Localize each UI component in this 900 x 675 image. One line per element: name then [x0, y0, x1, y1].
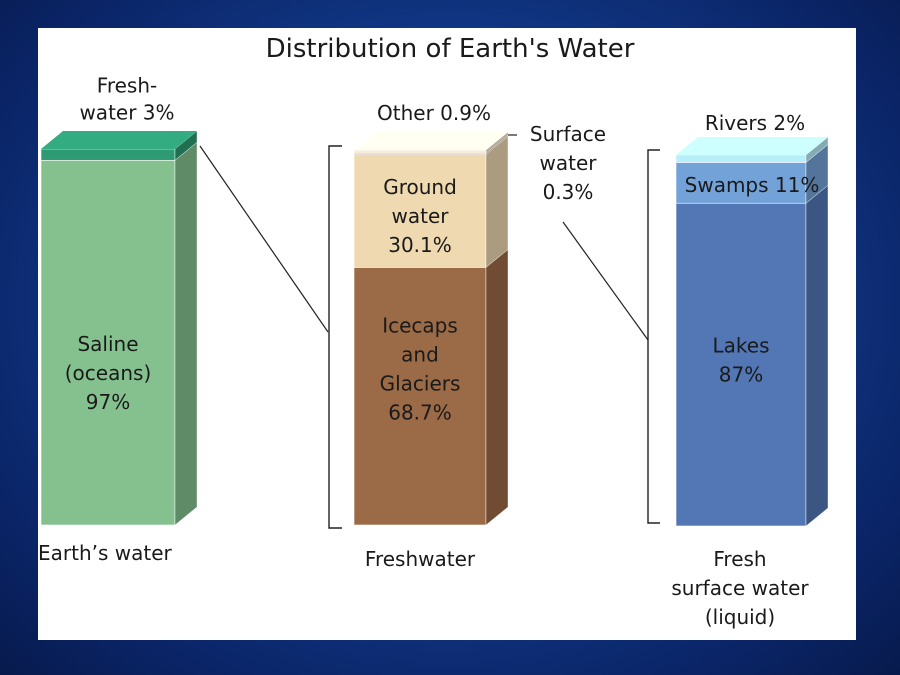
- bar-segment: [353, 149, 487, 154]
- data-label: Rivers 2%: [705, 111, 805, 135]
- connector-line: [562, 221, 649, 341]
- data-label: 68.7%: [388, 401, 452, 425]
- bar-top-face: [676, 137, 828, 155]
- category-label: Fresh: [713, 547, 766, 571]
- data-label: Ground: [383, 175, 457, 199]
- bar-segment-side: [485, 248, 509, 526]
- bar-segment: [353, 267, 487, 526]
- data-label: 87%: [719, 363, 763, 387]
- category-label: Earth’s water: [38, 541, 173, 565]
- bar-segment-side: [805, 184, 829, 527]
- bar-segment: [40, 159, 176, 526]
- data-label: water 3%: [79, 101, 174, 125]
- data-label: (oceans): [65, 361, 152, 385]
- data-label: water: [392, 204, 450, 228]
- data-label: 97%: [86, 390, 130, 414]
- bar-segment: [675, 202, 807, 527]
- data-label: water: [540, 151, 598, 175]
- data-label: Fresh-: [97, 74, 157, 98]
- data-label: 0.3%: [543, 180, 594, 204]
- bar-segment: [675, 154, 807, 163]
- connector-line: [199, 145, 329, 333]
- category-label: Freshwater: [365, 547, 476, 571]
- category-label: (liquid): [705, 605, 775, 629]
- bar-segment-side: [485, 136, 509, 268]
- bracket: [647, 149, 660, 524]
- data-label: Swamps 11%: [685, 173, 820, 197]
- chart-title: Distribution of Earth's Water: [266, 34, 635, 64]
- data-label: Other 0.9%: [377, 101, 491, 125]
- bar-top-face: [354, 132, 508, 150]
- bracket: [328, 145, 342, 529]
- data-label: Surface: [530, 122, 606, 146]
- data-label: Glaciers: [380, 372, 461, 396]
- data-label: and: [401, 343, 439, 367]
- data-label: Lakes: [713, 334, 770, 358]
- bar-top-face: [41, 131, 197, 149]
- data-label: Icecaps: [382, 314, 458, 338]
- data-label: Saline: [77, 332, 138, 356]
- data-label: 30.1%: [388, 233, 452, 257]
- bar-segment: [675, 162, 807, 204]
- bar-segment-side: [174, 141, 198, 526]
- category-label: surface water: [671, 576, 809, 600]
- bar-segment: [40, 148, 176, 161]
